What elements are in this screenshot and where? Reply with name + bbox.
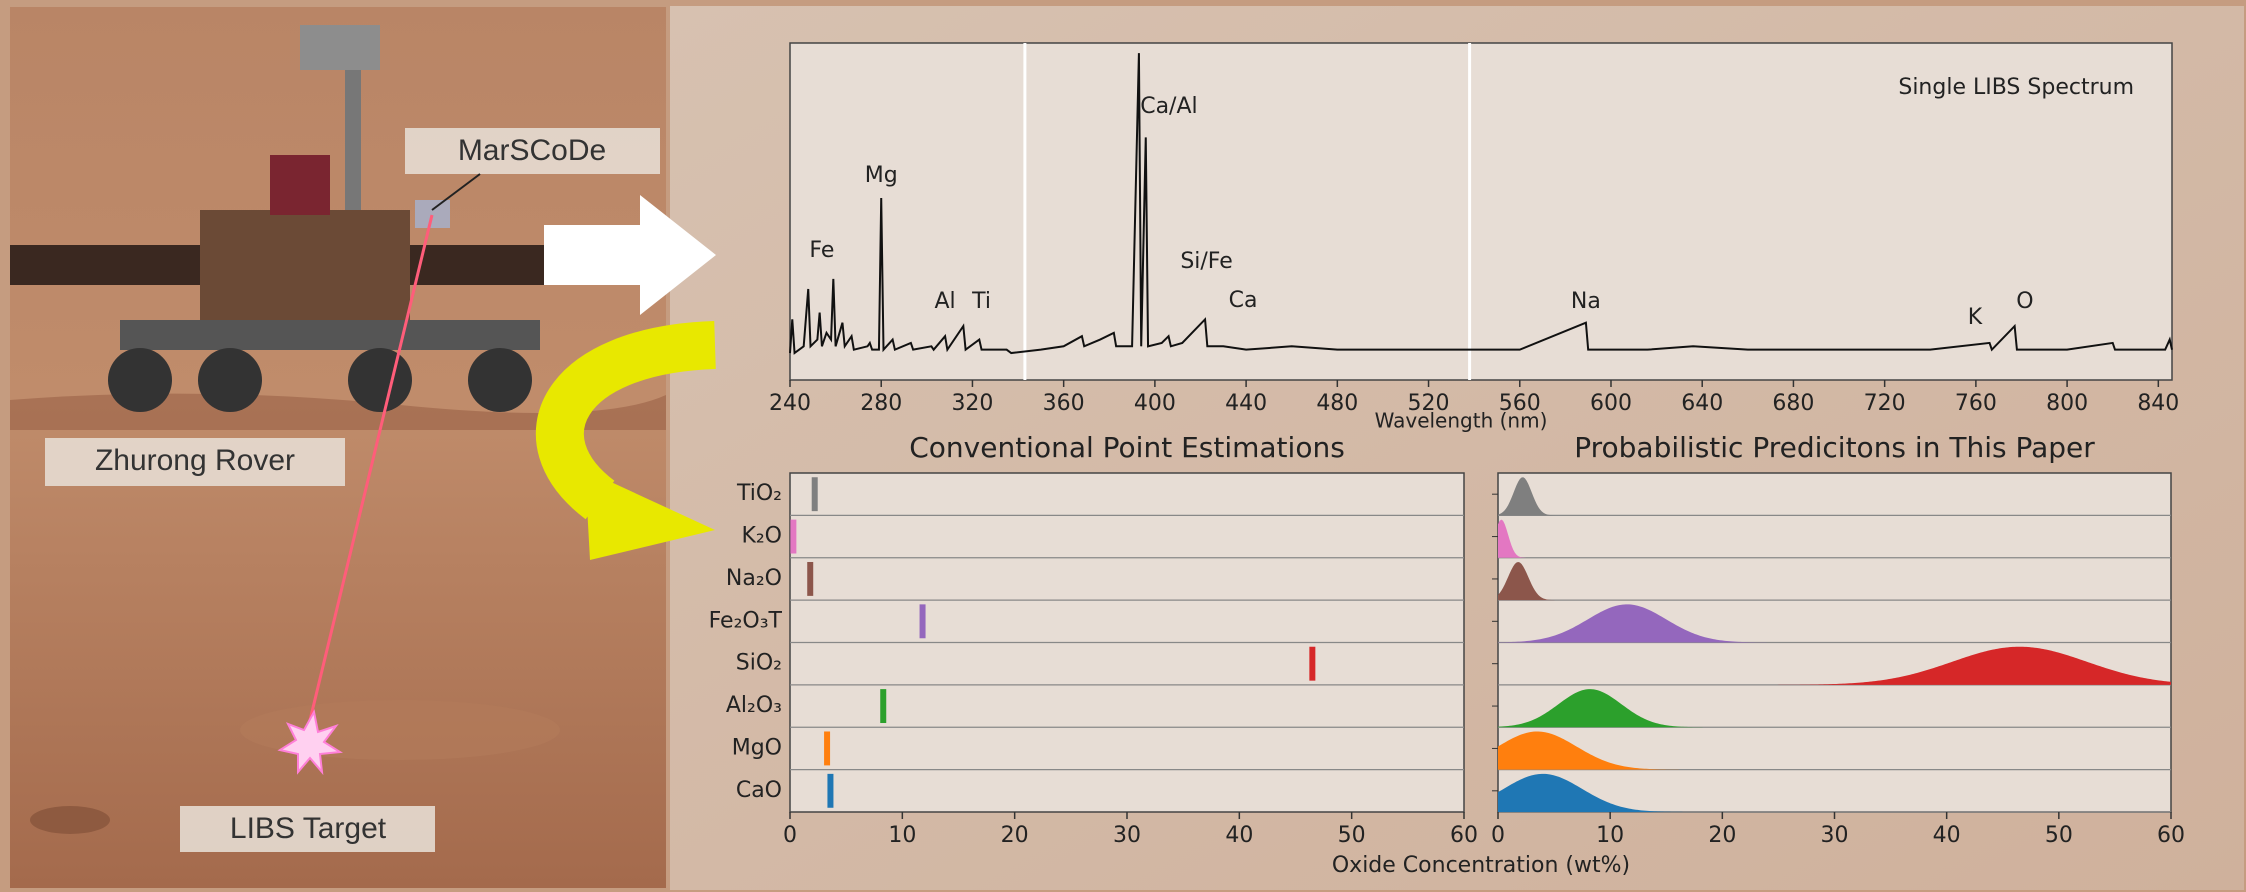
x-tick-label: 40 xyxy=(1225,823,1253,848)
peak-annotation: O xyxy=(2016,289,2033,314)
x-tick-label: 280 xyxy=(860,391,902,416)
figure: MarSCoDe Zhurong Rover LIBS Target Fe Mg A… xyxy=(0,0,2246,892)
peak-annotation: K xyxy=(1968,305,1983,330)
point-estimate xyxy=(824,731,830,765)
peak-annotation: Fe xyxy=(809,238,834,263)
panel-title: Probabilistic Predicitons in This Paper xyxy=(1574,431,2095,464)
y-tick-label: SiO₂ xyxy=(736,651,782,676)
x-tick-label: 10 xyxy=(1596,823,1624,848)
x-tick-label: 680 xyxy=(1772,391,1814,416)
peak-annotation: Ti xyxy=(971,289,991,314)
rover-chassis xyxy=(120,320,540,350)
peak-annotation: Al xyxy=(934,289,955,314)
x-tick-label: 0 xyxy=(783,823,797,848)
x-axis-label: Oxide Concentration (wt%) xyxy=(1332,853,1630,878)
instrument-label: MarSCoDe xyxy=(458,134,606,167)
x-tick-label: 720 xyxy=(1864,391,1906,416)
x-tick-label: 20 xyxy=(1708,823,1736,848)
x-tick-label: 0 xyxy=(1491,823,1505,848)
point-estimate xyxy=(880,689,886,723)
x-tick-label: 760 xyxy=(1955,391,1997,416)
point-estimate xyxy=(1309,647,1315,681)
x-tick-label: 240 xyxy=(769,391,811,416)
wheel xyxy=(198,348,262,412)
x-tick-label: 60 xyxy=(1450,823,1478,848)
x-tick-label: 30 xyxy=(1821,823,1849,848)
x-tick-label: 400 xyxy=(1134,391,1176,416)
rover-mast xyxy=(345,70,361,210)
peak-annotation: Ca/Al xyxy=(1140,94,1197,119)
peak-annotation: Ca xyxy=(1229,288,1258,313)
rover-label: Zhurong Rover xyxy=(95,444,295,477)
x-tick-label: 60 xyxy=(2157,823,2185,848)
x-tick-label: 50 xyxy=(2045,823,2073,848)
y-tick-label: Na₂O xyxy=(726,566,782,591)
x-axis-label: Wavelength (nm) xyxy=(1375,409,1548,433)
point-estimate xyxy=(920,604,926,638)
y-tick-label: K₂O xyxy=(741,524,782,549)
marscode-instrument xyxy=(415,200,450,228)
wheel xyxy=(348,348,412,412)
y-tick-label: Fe₂O₃T xyxy=(709,608,783,633)
x-tick-label: 320 xyxy=(951,391,993,416)
x-tick-label: 600 xyxy=(1590,391,1632,416)
point-estimate xyxy=(807,562,813,596)
x-tick-label: 800 xyxy=(2046,391,2088,416)
rover-box xyxy=(270,155,330,215)
x-tick-label: 440 xyxy=(1225,391,1267,416)
wheel xyxy=(468,348,532,412)
y-tick-label: TiO₂ xyxy=(736,481,782,506)
page: MarSCoDe Zhurong Rover LIBS Target Fe Mg A… xyxy=(0,0,2246,892)
rover-mast-camera xyxy=(300,25,380,70)
y-tick-label: Al₂O₃ xyxy=(726,693,782,718)
panel-title: Conventional Point Estimations xyxy=(909,431,1345,464)
x-tick-label: 840 xyxy=(2137,391,2179,416)
target-label: LIBS Target xyxy=(230,812,387,845)
peak-annotation: Si/Fe xyxy=(1180,249,1232,274)
x-tick-label: 360 xyxy=(1043,391,1085,416)
point-estimate xyxy=(790,520,796,554)
x-tick-label: 640 xyxy=(1681,391,1723,416)
x-tick-label: 10 xyxy=(888,823,916,848)
x-tick-label: 30 xyxy=(1113,823,1141,848)
wheel xyxy=(108,348,172,412)
x-tick-label: 480 xyxy=(1316,391,1358,416)
rover-body xyxy=(200,210,410,330)
rock xyxy=(30,806,110,834)
peak-annotation: Na xyxy=(1571,289,1601,314)
point-estimate xyxy=(812,477,818,511)
spectrum-title: Single LIBS Spectrum xyxy=(1898,75,2134,100)
y-tick-label: CaO xyxy=(736,778,782,803)
peak-annotation: Mg xyxy=(865,163,898,188)
x-tick-label: 20 xyxy=(1001,823,1029,848)
point-estimate xyxy=(827,774,833,808)
x-tick-label: 50 xyxy=(1338,823,1366,848)
y-tick-label: MgO xyxy=(732,735,782,760)
x-tick-label: 40 xyxy=(1933,823,1961,848)
